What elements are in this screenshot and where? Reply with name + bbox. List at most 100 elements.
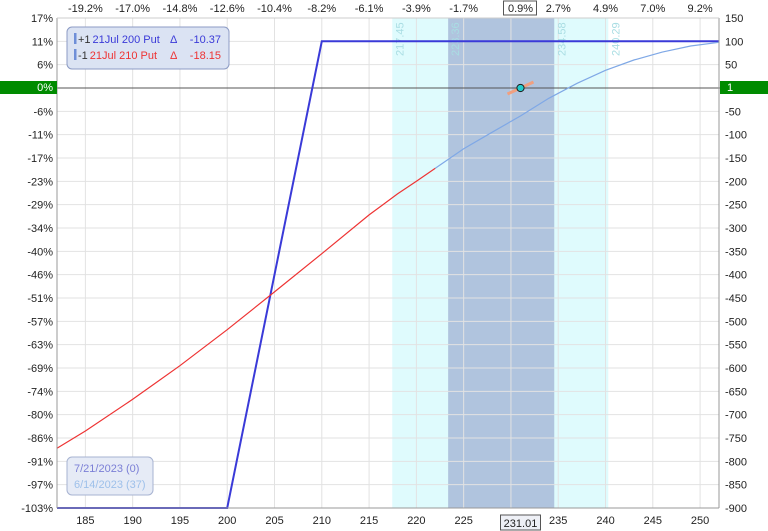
x-tick-label-1: 190 (123, 515, 141, 527)
left-tick-label-15: -69% (27, 363, 53, 375)
band-label-inner-low: 223.36 (450, 22, 462, 56)
right-tick-label-6: -150 (725, 153, 747, 165)
left-tick-label-18: -86% (27, 433, 53, 445)
right-tick-label-20: -850 (725, 480, 747, 492)
left-tick-label-13: -57% (27, 316, 53, 328)
left-tick-label-20: -97% (27, 480, 53, 492)
right-tick-label-0: 150 (725, 13, 743, 25)
current-price-label: 231.01 (500, 514, 541, 531)
legend-marker-2 (74, 49, 77, 60)
left-tick-label-16: -74% (27, 386, 53, 398)
x-tick-label-6: 215 (360, 515, 378, 527)
right-tick-label-14: -550 (725, 340, 747, 352)
x-tick-label-4: 205 (265, 515, 283, 527)
left-tick-label-11: -46% (27, 270, 53, 282)
legend-item-2: -1 21Jul 210 Put (78, 50, 157, 62)
left-tick-label-0: 17% (31, 13, 53, 25)
band-labels: 217.45 223.36 234.58 240.29 (394, 22, 622, 56)
date-box: 7/21/2023 (0) 6/14/2023 (37) (66, 456, 154, 496)
x-tick-label-10: 235 (549, 515, 567, 527)
current-pl-line-positive (434, 41, 720, 169)
date-label-expiry: 7/21/2023 (0) (74, 463, 139, 475)
top-pct-label-11: 4.9% (593, 3, 618, 15)
right-tick-label-5: -100 (725, 130, 747, 142)
top-pct-label-3: -12.6% (210, 3, 245, 15)
zero-highlight-left-text: 0% (37, 82, 53, 94)
left-tick-label-14: -63% (27, 340, 53, 352)
right-tick-label-13: -500 (725, 316, 747, 328)
right-tick-label-2: 50 (725, 60, 737, 72)
band-label-inner-high: 234.58 (556, 22, 568, 56)
left-tick-label-12: -51% (27, 293, 53, 305)
legend-desc-2: 21Jul 210 Put (90, 50, 157, 62)
legend-qty-1: +1 (78, 34, 91, 46)
left-tick-label-1: 11% (32, 36, 53, 48)
right-tick-label-11: -400 (725, 270, 747, 282)
left-tick-label-10: -40% (27, 246, 53, 258)
right-tick-label-18: -750 (725, 433, 747, 445)
legend-item-1: +1 21Jul 200 Put (78, 34, 160, 46)
legend-delta-symbol-1: Δ (170, 34, 178, 46)
legend-qty-2: -1 (78, 50, 88, 62)
left-tick-label-9: -34% (27, 223, 53, 235)
top-pct-label-6: -6.1% (355, 3, 384, 15)
top-pct-label-2: -14.8% (163, 3, 198, 15)
legend-delta-2: -18.15 (190, 50, 221, 62)
legend-delta-symbol-2: Δ (170, 50, 178, 62)
top-pct-label-0: -19.2% (68, 3, 103, 15)
right-tick-label-17: -700 (725, 410, 747, 422)
current-price-marker (516, 83, 525, 93)
top-pct-label-1: -17.0% (115, 3, 150, 15)
band-label-outer-high: 240.29 (610, 22, 622, 56)
band-label-outer-low: 217.45 (394, 22, 406, 56)
top-pct-label-8: -1.7% (449, 3, 478, 15)
left-tick-label-19: -91% (27, 456, 53, 468)
right-tick-label-10: -350 (725, 246, 747, 258)
left-tick-label-7: -23% (27, 176, 53, 188)
zero-highlight-left: 0% (0, 81, 57, 94)
left-tick-label-6: -17% (27, 153, 53, 165)
left-tick-label-4: -6% (33, 106, 53, 118)
current-pct-value: 0.9% (508, 3, 533, 15)
left-tick-label-21: -103% (21, 503, 53, 515)
top-pct-label-12: 7.0% (640, 3, 665, 15)
right-tick-label-15: -600 (725, 363, 747, 375)
legend-box: +1 21Jul 200 Put Δ -10.37 -1 21Jul 210 Put… (66, 26, 230, 70)
x-tick-label-5: 210 (313, 515, 331, 527)
right-tick-label-9: -300 (725, 223, 747, 235)
current-pct-label: 0.9% (503, 0, 537, 16)
current-pl-line-negative (56, 167, 436, 449)
left-tick-label-2: 6% (37, 60, 53, 72)
x-tick-label-12: 245 (644, 515, 662, 527)
right-tick-label-4: -50 (725, 106, 741, 118)
legend-desc-1: 21Jul 200 Put (93, 34, 160, 46)
left-tick-label-8: -29% (27, 200, 53, 212)
top-pct-label-13: 9.2% (688, 3, 713, 15)
legend-marker-1 (74, 33, 77, 44)
x-tick-label-3: 200 (218, 515, 236, 527)
x-tick-label-0: 185 (76, 515, 94, 527)
right-tick-label-8: -250 (725, 200, 747, 212)
right-tick-label-21: -900 (725, 503, 747, 515)
right-tick-label-16: -650 (725, 386, 747, 398)
right-tick-label-7: -200 (725, 176, 747, 188)
zero-highlight-right-text: 1 (727, 82, 733, 94)
top-pct-label-7: -3.9% (402, 3, 431, 15)
right-tick-label-19: -800 (725, 456, 747, 468)
axes-group: 17% 11% 6% -6% -11% -17% -23% -29% -34% -40% -46% -… (21, 3, 747, 527)
x-tick-label-11: 240 (596, 515, 614, 527)
top-pct-label-4: -10.4% (257, 3, 292, 15)
right-tick-label-12: -450 (725, 293, 747, 305)
current-price-value: 231.01 (504, 518, 538, 530)
x-tick-label-7: 220 (407, 515, 425, 527)
legend-delta-1: -10.37 (190, 34, 221, 46)
date-label-current: 6/14/2023 (37) (74, 479, 146, 491)
std-dev-bands (392, 18, 609, 508)
left-tick-label-17: -80% (27, 410, 53, 422)
top-pct-label-10: 2.7% (546, 3, 571, 15)
x-tick-label-2: 195 (171, 515, 189, 527)
zero-highlight-right: 1 (720, 81, 768, 94)
left-tick-label-5: -11% (28, 130, 53, 142)
top-pct-label-5: -8.2% (307, 3, 336, 15)
